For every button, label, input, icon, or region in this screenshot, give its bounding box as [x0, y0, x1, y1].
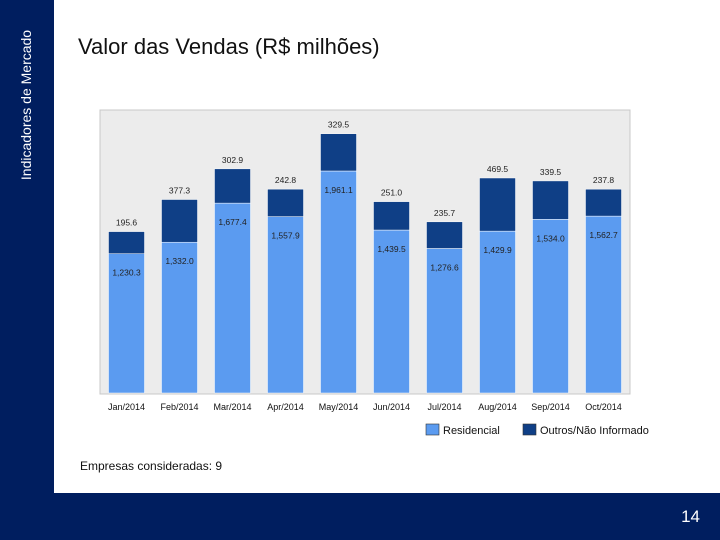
data-label-residencial: 1,439.5: [377, 244, 406, 254]
bar-outros: [585, 188, 622, 217]
bar-residencial: [426, 248, 463, 394]
data-label-outros: 302.9: [222, 155, 244, 165]
legend-swatch: [425, 423, 440, 436]
side-bar: Indicadores de Mercado: [0, 0, 54, 540]
x-tick-label: Jun/2014: [373, 402, 410, 412]
bar-outros: [320, 133, 357, 172]
x-tick-label: Aug/2014: [478, 402, 517, 412]
legend-label: Residencial: [443, 425, 500, 437]
data-label-residencial: 1,557.9: [271, 231, 300, 241]
bar-residencial: [373, 229, 410, 394]
bar-outros: [479, 177, 516, 232]
data-label-residencial: 1,961.1: [324, 185, 353, 195]
data-label-outros: 377.3: [169, 186, 191, 196]
x-tick-label: Feb/2014: [160, 402, 198, 412]
x-tick-label: Mar/2014: [213, 402, 251, 412]
bar-residencial: [108, 253, 145, 394]
data-label-outros: 235.7: [434, 208, 456, 218]
bar-residencial: [214, 202, 251, 394]
bar-outros: [267, 188, 304, 217]
x-tick-label: Jul/2014: [427, 402, 461, 412]
bar-outros: [108, 231, 145, 254]
bar-residencial: [532, 219, 569, 394]
x-tick-label: Jan/2014: [108, 402, 145, 412]
data-label-residencial: 1,332.0: [165, 256, 194, 266]
legend-swatch: [522, 423, 537, 436]
companies-note: Empresas consideradas: 9: [80, 459, 223, 473]
footer-bar: [0, 493, 720, 540]
bar-outros: [373, 201, 410, 231]
bar-residencial: [585, 215, 622, 394]
bar-outros: [161, 199, 198, 243]
data-label-residencial: 1,230.3: [112, 268, 141, 278]
bar-outros: [426, 221, 463, 249]
legend-label: Outros/Não Informado: [540, 425, 649, 437]
x-tick-label: Apr/2014: [267, 402, 304, 412]
x-tick-label: Sep/2014: [531, 402, 570, 412]
data-label-residencial: 1,276.6: [430, 262, 459, 272]
data-label-outros: 339.5: [540, 167, 562, 177]
data-label-outros: 242.8: [275, 175, 297, 185]
bar-residencial: [479, 230, 516, 394]
data-label-residencial: 1,534.0: [536, 233, 565, 243]
x-tick-label: Oct/2014: [585, 402, 622, 412]
data-label-outros: 329.5: [328, 120, 350, 130]
data-label-residencial: 1,562.7: [589, 230, 618, 240]
data-label-outros: 237.8: [593, 175, 615, 185]
bar-residencial: [320, 170, 357, 394]
bar-outros: [532, 180, 569, 220]
data-label-residencial: 1,677.4: [218, 217, 247, 227]
x-tick-label: May/2014: [319, 402, 359, 412]
chart-title: Valor das Vendas (R$ milhões): [78, 34, 380, 59]
data-label-outros: 195.6: [116, 218, 138, 228]
bar-residencial: [161, 241, 198, 394]
bar-outros: [214, 168, 251, 204]
page-number: 14: [681, 507, 700, 526]
bar-residencial: [267, 216, 304, 394]
data-label-outros: 469.5: [487, 164, 509, 174]
data-label-outros: 251.0: [381, 188, 403, 198]
data-label-residencial: 1,429.9: [483, 245, 512, 255]
